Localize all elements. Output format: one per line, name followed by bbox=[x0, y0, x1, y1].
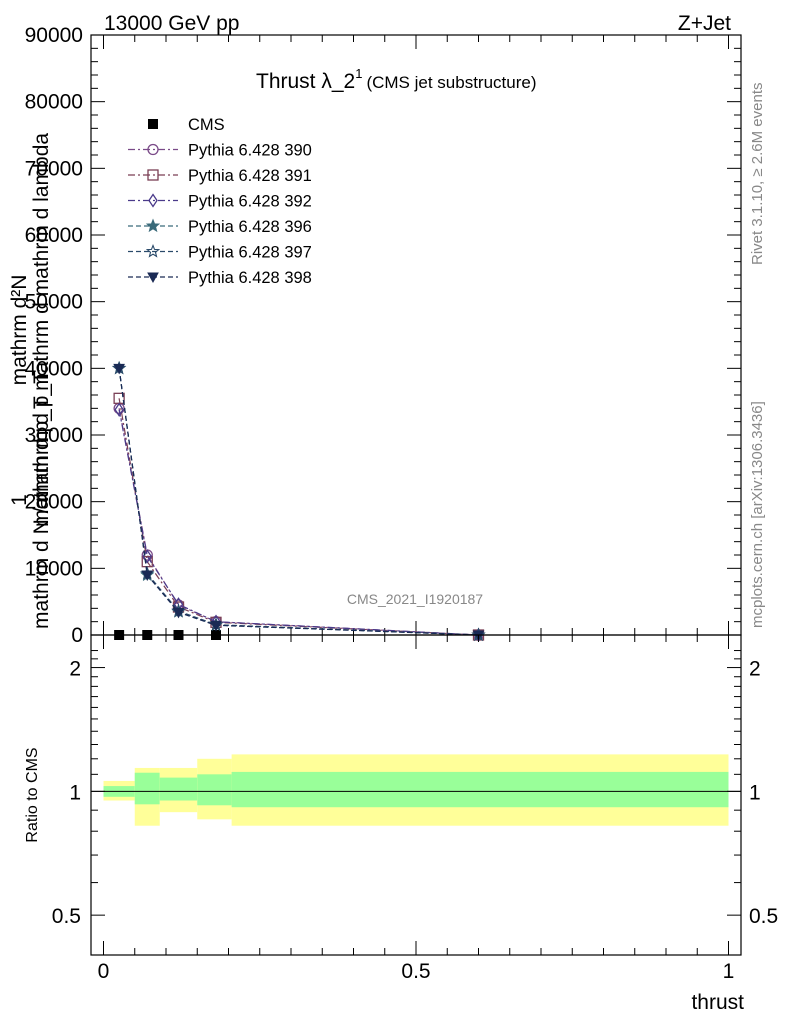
header-left: 13000 GeV pp bbox=[104, 12, 239, 35]
main-y-label-line-1: mathrm d²N bbox=[8, 275, 31, 386]
main-y-label-line-2: mathrm d p_T mathrm d mathrm d lambda bbox=[30, 133, 53, 527]
main-y-tick-label: 20000 bbox=[25, 491, 83, 514]
ratio-y-tick-label-right: 1 bbox=[749, 781, 761, 804]
x-tick-labels: 0 0.5 1 bbox=[98, 960, 735, 983]
side-text-bottom: mcplots.cern.ch [arXiv:1306.3436] bbox=[749, 401, 766, 628]
legend-label: Pythia 6.428 392 bbox=[188, 193, 312, 211]
main-y-tick-label: 10000 bbox=[25, 557, 83, 580]
legend-label: Pythia 6.428 396 bbox=[188, 218, 312, 236]
main-y-tick-label: 80000 bbox=[25, 91, 83, 114]
ratio-band-inner bbox=[134, 772, 160, 805]
legend-marker bbox=[148, 193, 158, 208]
x-tick-label: 0 bbox=[98, 960, 110, 983]
legend-item: Pythia 6.428 396 bbox=[128, 218, 312, 236]
plot-title-sub: (CMS jet substructure) bbox=[366, 73, 536, 92]
side-text-top: Rivet 3.1.10, ≥ 2.6M events bbox=[749, 83, 766, 266]
plot-title: Thrust λ_21 (CMS jet substructure) bbox=[256, 66, 537, 93]
main-y-tick-label: 70000 bbox=[25, 157, 83, 180]
legend-marker bbox=[147, 272, 159, 284]
main-y-tick-label: 0 bbox=[71, 624, 83, 647]
main-ticks bbox=[91, 34, 741, 636]
main-y-tick-label: 60000 bbox=[25, 224, 83, 247]
ratio-band-inner bbox=[197, 774, 232, 806]
watermark: CMS_2021_I1920187 bbox=[347, 591, 483, 607]
header-right: Z+Jet bbox=[678, 12, 731, 35]
main-y-label: mathrm d²N mathrm d p_T mathrm d mathrm … bbox=[8, 133, 53, 629]
ratio-y-label: Ratio to CMS bbox=[24, 747, 41, 842]
legend-marker bbox=[147, 169, 159, 181]
legend-item: Pythia 6.428 397 bbox=[128, 244, 312, 262]
legend-label: Pythia 6.428 398 bbox=[188, 269, 312, 287]
data-point bbox=[172, 607, 185, 619]
data-point bbox=[210, 620, 222, 632]
ratio-band-inner bbox=[159, 777, 198, 801]
legend-marker bbox=[147, 143, 159, 156]
ratio-band-inner bbox=[231, 771, 729, 808]
ratio-y-tick-label: 2 bbox=[69, 658, 81, 681]
data-point bbox=[141, 570, 154, 582]
legend-label: CMS bbox=[188, 116, 225, 134]
main-y-tick-label: 30000 bbox=[25, 424, 83, 447]
ratio-y-tick-label-right: 2 bbox=[749, 658, 761, 681]
legend-label: Pythia 6.428 391 bbox=[188, 167, 312, 185]
legend-label: Pythia 6.428 397 bbox=[188, 244, 312, 262]
data-point bbox=[113, 363, 125, 375]
ratio-y-tick-label: 0.5 bbox=[52, 905, 81, 928]
main-y-label-line-3: 1 bbox=[8, 494, 31, 506]
legend-item: Pythia 6.428 398 bbox=[128, 269, 312, 287]
legend-item: Pythia 6.428 390 bbox=[128, 142, 312, 160]
x-tick-label: 0.5 bbox=[401, 960, 430, 983]
main-y-tick-label: 90000 bbox=[25, 24, 83, 47]
x-axis-label: thrust bbox=[691, 991, 744, 1014]
legend-item: Pythia 6.428 392 bbox=[128, 193, 312, 211]
legend-label: Pythia 6.428 390 bbox=[188, 142, 312, 160]
ratio-bands bbox=[103, 754, 729, 826]
legend-item: Pythia 6.428 391 bbox=[128, 167, 312, 185]
ratio-frame bbox=[90, 634, 742, 956]
main-y-label-line-4: mathrm d N / mathrm d p_T bbox=[30, 371, 53, 629]
x-tick-label: 1 bbox=[723, 960, 735, 983]
main-y-tick-label: 40000 bbox=[25, 357, 83, 380]
legend-item: CMS bbox=[148, 116, 225, 134]
plot-title-sup: 1 bbox=[355, 66, 362, 81]
plot-title-main: Thrust λ_2 bbox=[256, 70, 355, 93]
main-y-tick-label: 50000 bbox=[25, 291, 83, 314]
ratio-panel: 0.5 0.51 12 2 0 0.5 1 Ratio to CMS thrust bbox=[24, 634, 778, 1014]
legend-marker bbox=[145, 243, 161, 258]
ratio-y-tick-label-right: 0.5 bbox=[749, 905, 778, 928]
ratio-ticks bbox=[91, 635, 741, 955]
legend-marker bbox=[145, 218, 161, 233]
ratio-y-tick-label: 1 bbox=[69, 781, 81, 804]
main-series bbox=[111, 360, 486, 643]
main-y-tick-labels: 0 10000 20000 30000 40000 50000 60000 70000 8000… bbox=[25, 24, 83, 647]
data-point bbox=[114, 402, 124, 417]
ratio-y-tick-labels: 0.5 0.5 1 1 2 2 bbox=[52, 658, 778, 929]
legend-marker bbox=[148, 119, 158, 129]
legend: CMS Pythia 6.428 390 Pythia 6.428 391 Pythi… bbox=[128, 116, 312, 287]
main-panel: 0 10000 20000 30000 40000 50000 60000 70000 8000… bbox=[25, 24, 742, 647]
